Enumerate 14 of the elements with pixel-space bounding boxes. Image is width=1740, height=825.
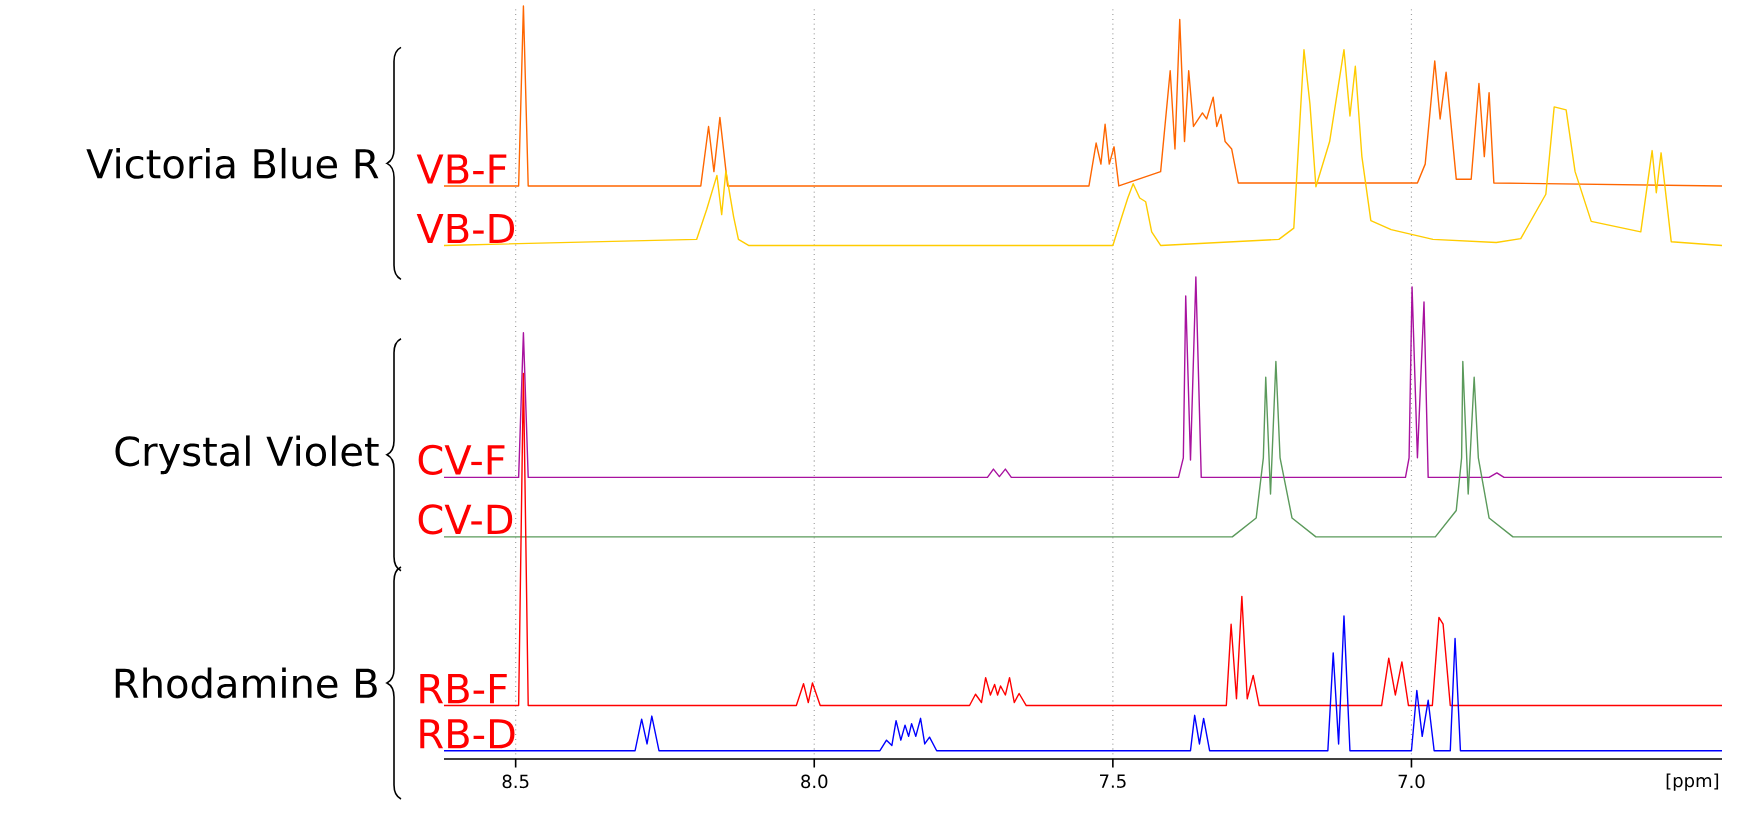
series-label: VB-F — [416, 154, 507, 184]
series-label: CV-F — [418, 444, 505, 475]
x-tick-label: 7.5 — [1100, 774, 1126, 788]
text: Crystal Violet — [115, 435, 379, 475]
x-tick-label: 8.0 — [801, 774, 828, 789]
text: Rhodamine B — [115, 667, 377, 699]
series-label: CV-D — [418, 504, 513, 535]
x-axis-title: [ppm] — [1666, 773, 1719, 791]
x-tick-label: 7.0 — [1398, 774, 1425, 789]
series-label: RB-D — [420, 719, 515, 749]
series-label: RB-F — [420, 674, 507, 704]
text: Victoria Blue R — [86, 147, 379, 179]
series-label: VB-D — [416, 213, 515, 244]
x-tick-label: 8.5 — [502, 774, 529, 789]
